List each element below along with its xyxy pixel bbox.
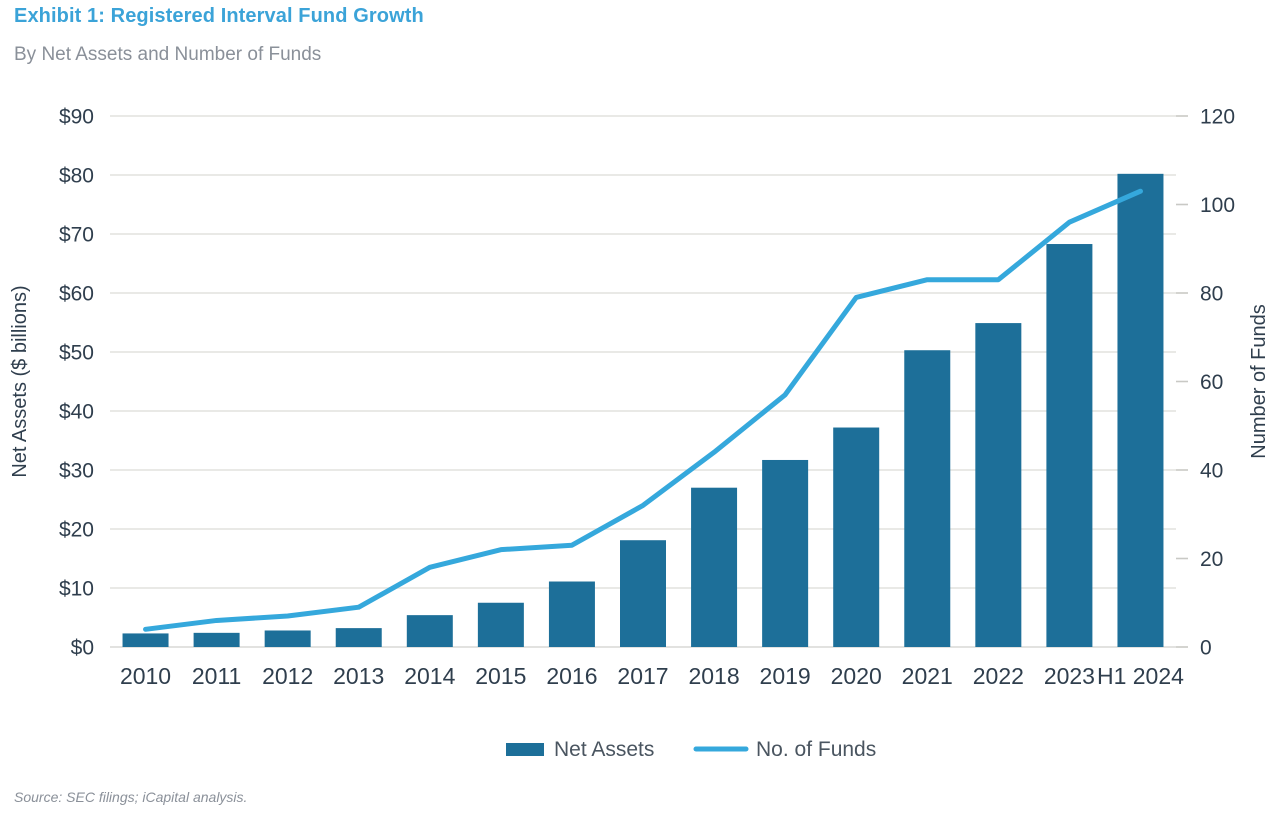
x-axis-tick-label: 2014 <box>404 663 455 689</box>
net-assets-bar-series <box>122 173 1164 647</box>
bar[interactable] <box>193 632 240 647</box>
legend-label: No. of Funds <box>756 738 876 761</box>
left-axis-tick-label: $60 <box>59 283 94 306</box>
bar[interactable] <box>264 630 311 647</box>
bar[interactable] <box>975 323 1022 647</box>
legend-label: Net Assets <box>554 738 654 761</box>
bar[interactable] <box>691 487 738 647</box>
right-axis-tick-label: 100 <box>1200 194 1235 217</box>
right-axis-title: Number of Funds <box>1248 304 1270 459</box>
chart-legend: Net Assets No. of Funds <box>506 738 876 761</box>
x-axis-tick-label: 2017 <box>617 663 668 689</box>
page-subtitle: By Net Assets and Number of Funds <box>14 44 322 65</box>
right-axis-tick-label: 60 <box>1200 371 1223 394</box>
left-axis-title: Net Assets ($ billions) <box>9 285 31 477</box>
bar[interactable] <box>833 427 880 647</box>
bar[interactable] <box>620 540 666 647</box>
right-axis-tick-label: 20 <box>1200 548 1223 571</box>
x-axis-labels: 2010 2011 2012 2013 2014 2015 2016 2017 2018 2019… <box>120 663 1184 689</box>
bar[interactable] <box>1117 173 1164 647</box>
x-axis-tick-label: 2012 <box>262 663 313 689</box>
x-axis-tick-label: 2013 <box>333 663 384 689</box>
chart-container: $0 $10 $20 $30 $40 $50 $60 $70 $80 $90 0 20 40 60 80 10… <box>0 76 1281 776</box>
bar[interactable] <box>335 628 382 647</box>
interval-fund-growth-chart: $0 $10 $20 $30 $40 $50 $60 $70 $80 $90 0 20 40 60 80 10… <box>9 106 1270 762</box>
x-axis-tick-label: 2023 <box>1044 663 1095 689</box>
x-axis-tick-label: 2011 <box>192 663 241 689</box>
bar[interactable] <box>904 350 951 647</box>
x-axis-tick-label: 2019 <box>760 663 811 689</box>
right-axis-tick-label: 120 <box>1200 106 1235 129</box>
left-axis-tick-label: $30 <box>59 460 94 483</box>
left-axis-tick-label: $0 <box>71 637 94 660</box>
x-axis-tick-label: 2021 <box>902 663 953 689</box>
x-axis-tick-label: 2020 <box>831 663 882 689</box>
right-axis-tick-label: 80 <box>1200 283 1223 306</box>
left-axis-tick-label: $50 <box>59 342 94 365</box>
left-axis-tick-label: $70 <box>59 224 94 247</box>
bar[interactable] <box>477 602 524 647</box>
left-axis-tick-label: $20 <box>59 519 94 542</box>
legend-item[interactable]: No. of Funds <box>693 738 876 761</box>
x-axis-tick-label: 2016 <box>546 663 597 689</box>
gridlines <box>110 115 1176 648</box>
right-axis-tick-label: 40 <box>1200 460 1223 483</box>
right-axis-tick-label: 0 <box>1200 637 1212 660</box>
x-axis-tick-label: 2022 <box>973 663 1024 689</box>
bar[interactable] <box>762 459 809 647</box>
x-axis-tick-label: H1 2024 <box>1097 663 1184 689</box>
x-axis-tick-label: 2010 <box>120 663 171 689</box>
left-axis-tick-label: $10 <box>59 578 94 601</box>
legend-bar-swatch-icon <box>506 743 544 756</box>
source-note: Source: SEC filings; iCapital analysis. <box>14 789 248 805</box>
x-axis-tick-label: 2018 <box>688 663 739 689</box>
bar[interactable] <box>548 581 595 647</box>
left-axis-tick-label: $90 <box>59 106 94 129</box>
left-axis-tick-label: $80 <box>59 165 94 188</box>
x-axis-tick-label: 2015 <box>475 663 526 689</box>
no-of-funds-line-series[interactable] <box>143 188 1143 632</box>
bar[interactable] <box>406 615 453 647</box>
page-title: Exhibit 1: Registered Interval Fund Grow… <box>14 5 424 27</box>
left-axis: $0 $10 $20 $30 $40 $50 $60 $70 $80 $90 <box>59 106 94 660</box>
left-axis-tick-label: $40 <box>59 401 94 424</box>
right-axis: 0 20 40 60 80 100 120 <box>1176 106 1235 660</box>
bar[interactable] <box>1046 244 1093 647</box>
bar[interactable] <box>122 633 169 647</box>
legend-item[interactable]: Net Assets <box>506 738 654 761</box>
